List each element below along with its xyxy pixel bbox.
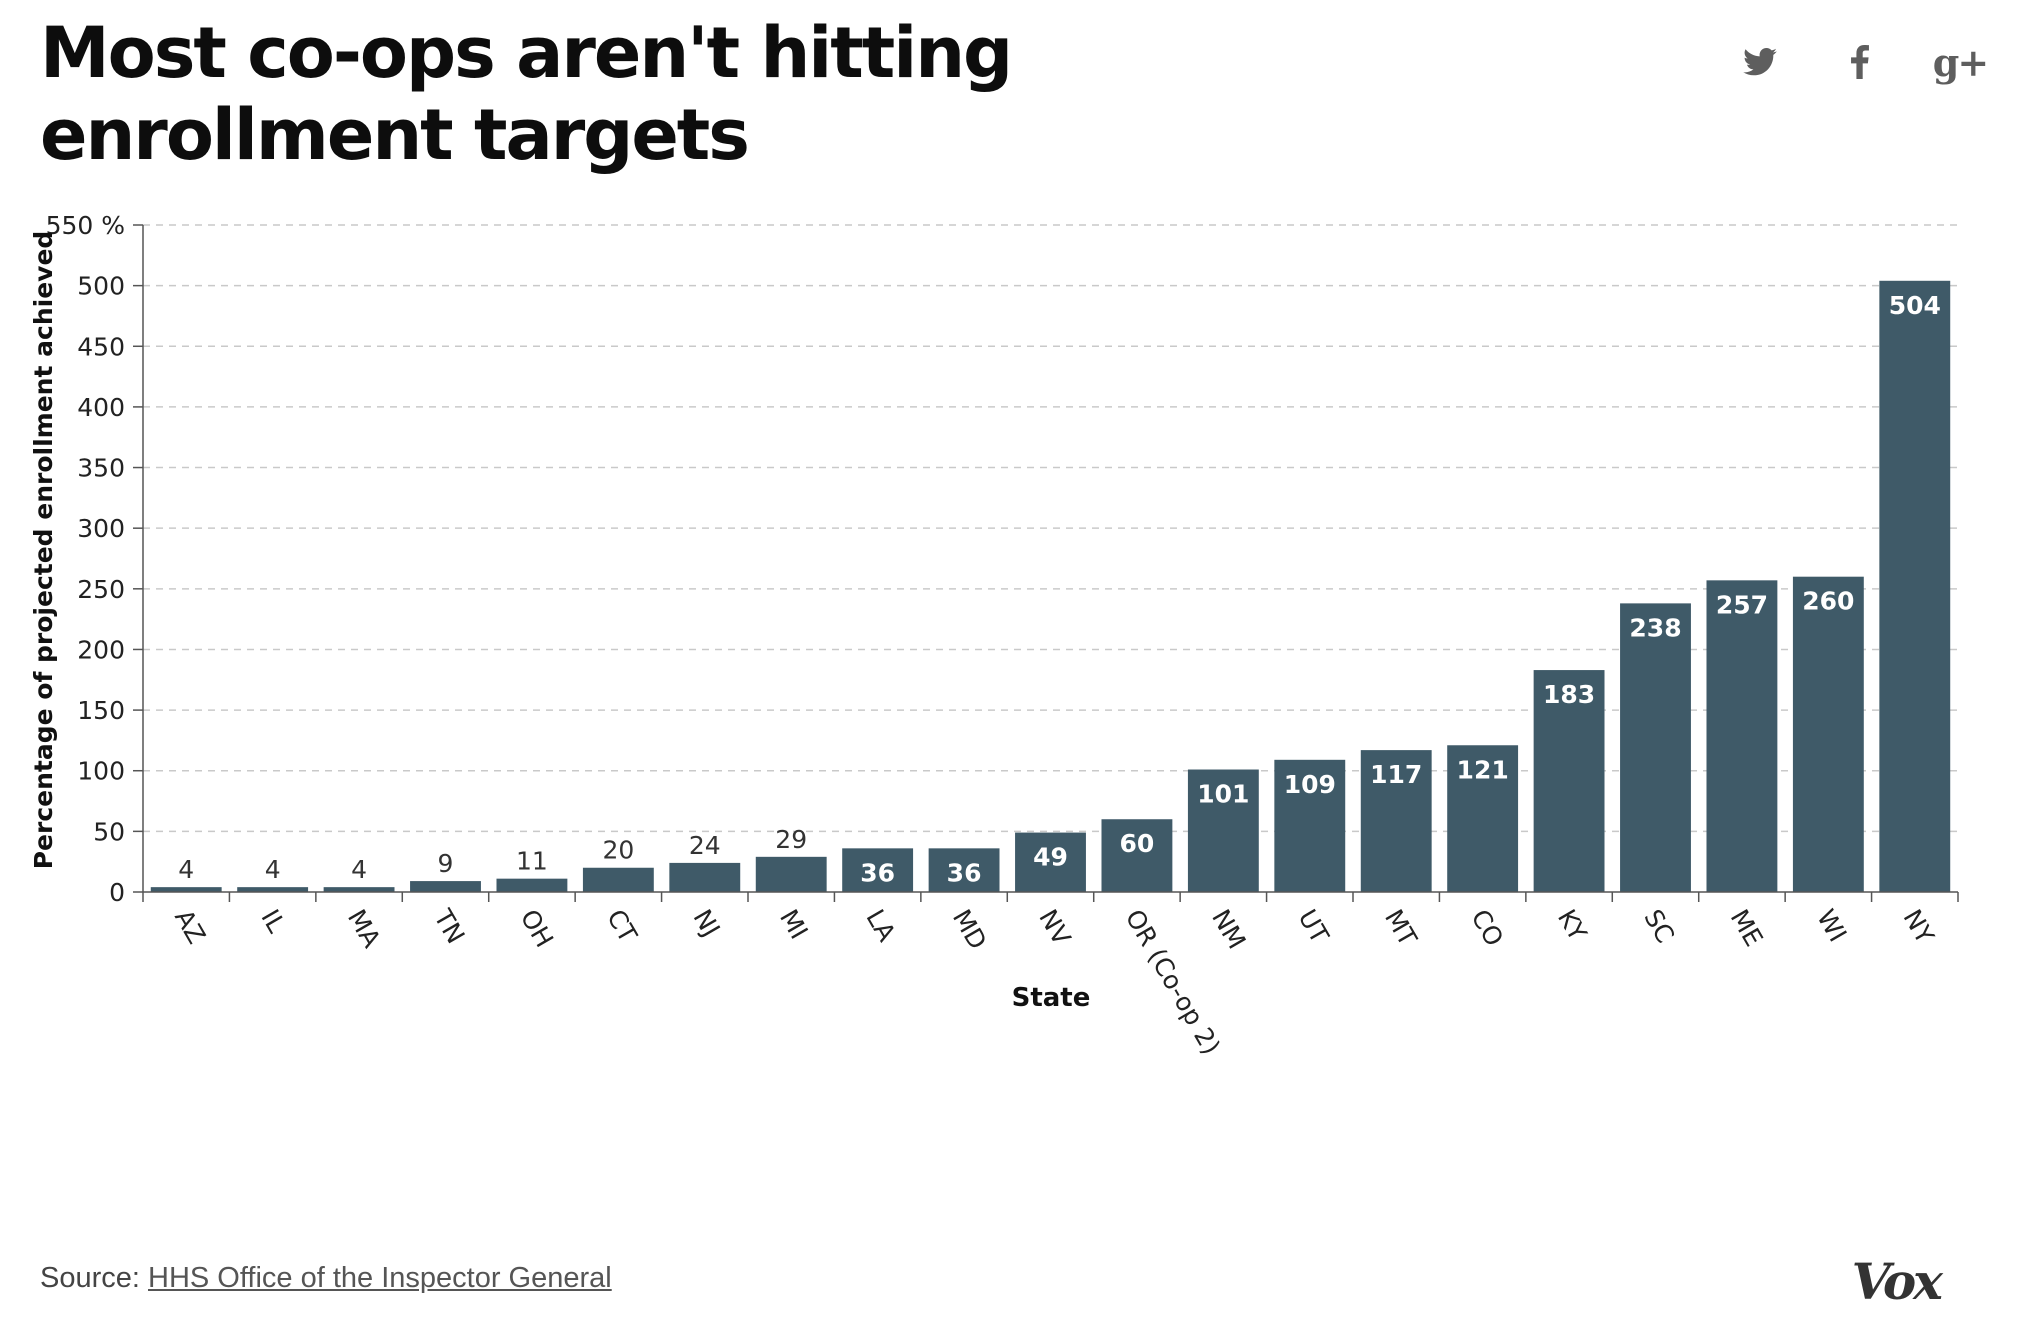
x-tick-label: MI bbox=[774, 905, 814, 945]
bar[interactable] bbox=[928, 848, 1000, 892]
y-tick-label: 400 bbox=[77, 393, 125, 422]
facebook-icon bbox=[1851, 45, 1869, 79]
bar[interactable] bbox=[1792, 576, 1864, 892]
y-tick-label: 0 bbox=[109, 878, 125, 907]
x-tick-label: ME bbox=[1725, 905, 1769, 952]
y-tick-label: 250 bbox=[77, 575, 125, 604]
y-axis: 0 50 100 150 200 250 300 350 400 450 500 550 % bbox=[46, 211, 144, 907]
vox-logo: Vox bbox=[1851, 1252, 1943, 1311]
twitter-share-button[interactable] bbox=[1710, 36, 1810, 88]
share-bar: g+ bbox=[1710, 36, 2010, 88]
data-label: 11 bbox=[516, 847, 548, 876]
x-tick-label: MT bbox=[1379, 905, 1423, 952]
data-label: 4 bbox=[351, 855, 367, 884]
y-tick-label: 500 bbox=[77, 272, 125, 301]
x-tick-label: KY bbox=[1552, 905, 1593, 947]
bar[interactable] bbox=[1447, 745, 1519, 892]
data-label: 260 bbox=[1802, 587, 1854, 616]
bar[interactable] bbox=[669, 862, 741, 892]
bar[interactable] bbox=[842, 848, 914, 892]
bar[interactable] bbox=[1620, 603, 1691, 892]
x-tick-label: NV bbox=[1033, 905, 1076, 951]
x-tick-label: MA bbox=[342, 905, 386, 953]
x-tick-label: TN bbox=[428, 904, 471, 949]
data-label: 9 bbox=[438, 849, 454, 878]
source-line: Source: HHS Office of the Inspector Gene… bbox=[40, 1262, 612, 1295]
y-tick-label: 450 bbox=[77, 332, 125, 361]
data-label: 20 bbox=[602, 836, 634, 865]
google-plus-icon: g+ bbox=[1932, 39, 1989, 85]
data-label: 4 bbox=[265, 855, 281, 884]
y-tick-label: 200 bbox=[77, 635, 125, 664]
y-axis-label: Percentage of projected enrollment achie… bbox=[29, 231, 58, 870]
bar[interactable] bbox=[496, 878, 568, 892]
data-label: 29 bbox=[775, 825, 807, 854]
source-prefix: Source: bbox=[40, 1262, 140, 1294]
source-link[interactable]: HHS Office of the Inspector General bbox=[148, 1262, 612, 1294]
y-tick-label: 550 % bbox=[46, 211, 125, 240]
data-label: 24 bbox=[689, 831, 721, 860]
data-label: 36 bbox=[947, 858, 982, 887]
bar[interactable] bbox=[1274, 759, 1346, 892]
y-tick-label: 100 bbox=[77, 757, 125, 786]
bar[interactable] bbox=[1879, 280, 1951, 892]
bar[interactable] bbox=[1706, 580, 1778, 892]
x-axis-label: State bbox=[1012, 983, 1091, 1013]
data-label: 60 bbox=[1120, 829, 1155, 858]
bar[interactable] bbox=[323, 887, 395, 892]
bar[interactable] bbox=[150, 887, 222, 892]
bar[interactable] bbox=[582, 867, 654, 892]
data-label: 121 bbox=[1457, 755, 1509, 784]
x-tick-label: WI bbox=[1811, 905, 1852, 947]
x-tick-label: UT bbox=[1293, 905, 1335, 949]
data-label: 117 bbox=[1370, 760, 1422, 789]
x-axis: AZ IL MA TN OH CT NJ MI LA MD NV OR (Co-op 2)NM UT MT… bbox=[142, 891, 1959, 1060]
twitter-icon bbox=[1743, 48, 1777, 76]
data-label: 183 bbox=[1543, 680, 1595, 709]
chart-title: Most co-ops aren't hitting enrollment ta… bbox=[40, 12, 1013, 176]
x-tick-label: NM bbox=[1206, 905, 1251, 954]
bar[interactable] bbox=[1101, 819, 1173, 892]
data-label: 238 bbox=[1629, 613, 1681, 642]
x-tick-label: LA bbox=[860, 905, 901, 947]
data-label: 101 bbox=[1197, 780, 1249, 809]
y-tick-label: 150 bbox=[77, 696, 125, 725]
bar[interactable] bbox=[1360, 750, 1432, 892]
bar[interactable] bbox=[1187, 769, 1259, 892]
bar[interactable] bbox=[1015, 832, 1086, 892]
x-tick-label: MD bbox=[947, 905, 993, 955]
facebook-share-button[interactable] bbox=[1810, 36, 1910, 88]
data-label: 504 bbox=[1889, 291, 1941, 320]
x-tick-label: NY bbox=[1898, 905, 1940, 950]
data-label: 36 bbox=[860, 858, 895, 887]
data-label: 109 bbox=[1284, 770, 1336, 799]
x-tick-label: CT bbox=[601, 905, 643, 948]
bar[interactable] bbox=[755, 856, 827, 892]
y-tick-label: 50 bbox=[93, 817, 125, 846]
x-tick-label: OH bbox=[515, 905, 559, 953]
data-label: 4 bbox=[178, 855, 194, 884]
bar[interactable] bbox=[237, 887, 309, 892]
y-tick-label: 300 bbox=[77, 514, 125, 543]
x-tick-label: AZ bbox=[169, 905, 211, 949]
data-label: 257 bbox=[1716, 590, 1768, 619]
x-tick-label: SC bbox=[1638, 905, 1680, 948]
data-label: 49 bbox=[1033, 843, 1068, 872]
x-tick-label: OR (Co-op 2) bbox=[1120, 905, 1226, 1060]
x-tick-label: IL bbox=[255, 905, 291, 938]
y-tick-label: 350 bbox=[77, 454, 125, 483]
x-tick-label: NJ bbox=[688, 905, 726, 942]
bar[interactable] bbox=[410, 881, 481, 892]
google-plus-share-button[interactable]: g+ bbox=[1910, 36, 2010, 88]
x-tick-label: CO bbox=[1465, 905, 1509, 952]
bar[interactable] bbox=[1533, 670, 1605, 892]
